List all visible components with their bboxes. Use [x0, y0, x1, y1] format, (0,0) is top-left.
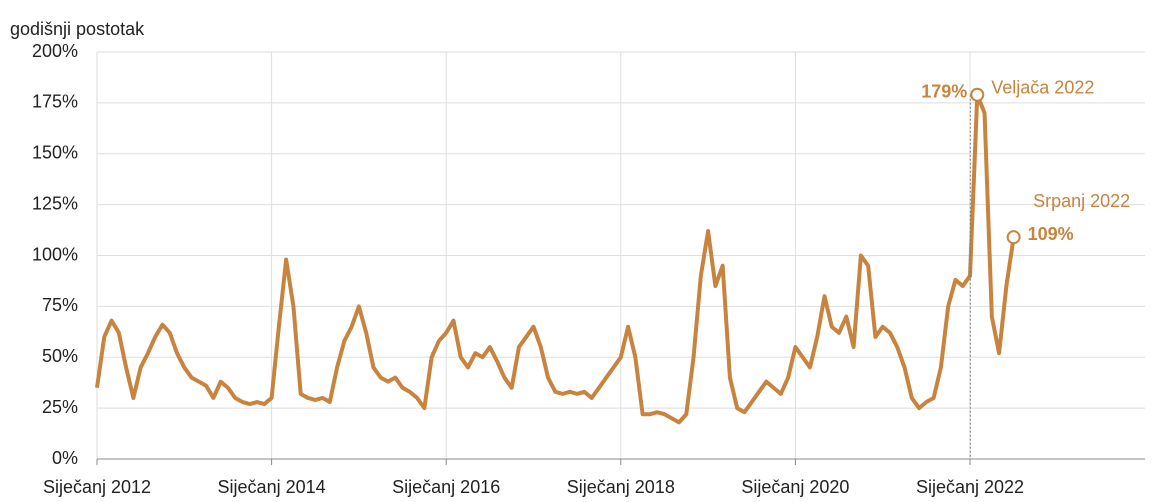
y-tick-label: 200%: [32, 41, 78, 61]
x-tick-label: Siječanj 2022: [916, 477, 1024, 497]
y-tick-label: 75%: [42, 295, 78, 315]
annotation-value: 109%: [1028, 224, 1074, 244]
annotation-label: Srpanj 2022: [1033, 191, 1130, 211]
y-tick-label: 150%: [32, 143, 78, 163]
x-tick-label: Siječanj 2016: [392, 477, 500, 497]
x-tick-label: Siječanj 2012: [43, 477, 151, 497]
x-tick-label: Siječanj 2014: [218, 477, 326, 497]
y-tick-label: 125%: [32, 193, 78, 213]
y-tick-label: 100%: [32, 244, 78, 264]
y-tick-label: 175%: [32, 92, 78, 112]
annotation-point: [970, 87, 985, 102]
y-tick-label: 50%: [42, 346, 78, 366]
annotation-value: 179%: [921, 81, 967, 101]
x-tick-label: Siječanj 2020: [741, 477, 849, 497]
y-axis-label: godišnji postotak: [10, 19, 145, 39]
y-tick-label: 25%: [42, 397, 78, 417]
annotation-point: [1006, 230, 1021, 245]
y-tick-label: 0%: [52, 448, 78, 468]
data-line: [95, 92, 1016, 425]
annotation-label: Veljača 2022: [991, 77, 1094, 97]
x-tick-label: Siječanj 2018: [567, 477, 675, 497]
